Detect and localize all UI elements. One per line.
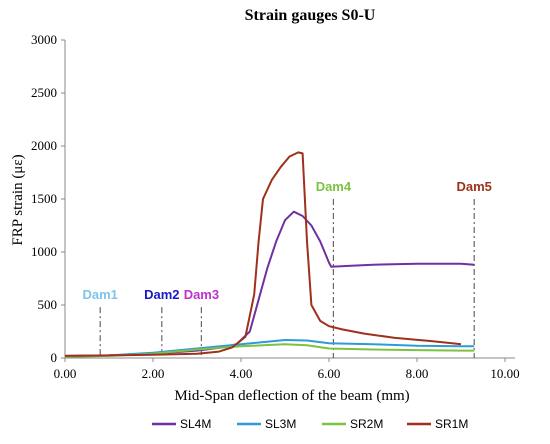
y-tick-label: 2000 — [31, 138, 57, 153]
legend: SL4M SL3M SR2M SR1M — [152, 417, 468, 431]
series-line-sl4m — [64, 210, 475, 357]
y-tick-label: 2500 — [31, 85, 57, 100]
y-tick-label: 500 — [38, 297, 58, 312]
legend-label: SR1M — [435, 417, 468, 431]
legend-label: SL4M — [180, 417, 211, 431]
damage-marker-label: Dam4 — [316, 179, 352, 194]
x-tick-label: 0.00 — [54, 366, 77, 381]
legend-label: SL3M — [265, 417, 296, 431]
y-tick-label: 3000 — [31, 32, 57, 47]
series-line-sr1m — [64, 151, 462, 357]
x-tick-label: 2.00 — [142, 366, 165, 381]
x-tick-label: 8.00 — [406, 366, 429, 381]
series-lines — [64, 151, 475, 358]
legend-label: SR2M — [350, 417, 383, 431]
y-axis-label: FRP strain (με) — [10, 154, 26, 245]
damage-marker-label: Dam2 — [144, 287, 179, 302]
y-tick-label: 1500 — [31, 191, 57, 206]
x-tick-label: 10.00 — [490, 366, 519, 381]
tick-labels: 0 500 1000 1500 2000 2500 3000 0.00 2.00 4.00 6.00… — [31, 32, 520, 381]
damage-marker-label: Dam5 — [456, 179, 491, 194]
x-axis-label: Mid-Span deflection of the beam (mm) — [174, 388, 409, 404]
x-tick-label: 6.00 — [318, 366, 341, 381]
damage-marker-label: Dam1 — [82, 287, 117, 302]
series-line-sl3m — [64, 339, 475, 358]
damage-marker-label: Dam3 — [184, 287, 219, 302]
damage-markers: Dam1 Dam2 Dam3 Dam4 Dam5 — [82, 179, 492, 358]
y-tick-label: 0 — [51, 350, 58, 365]
y-tick-label: 1000 — [31, 244, 57, 259]
axes — [61, 39, 515, 362]
chart-title: Strain gauges S0-U — [245, 7, 376, 24]
x-tick-label: 4.00 — [230, 366, 253, 381]
